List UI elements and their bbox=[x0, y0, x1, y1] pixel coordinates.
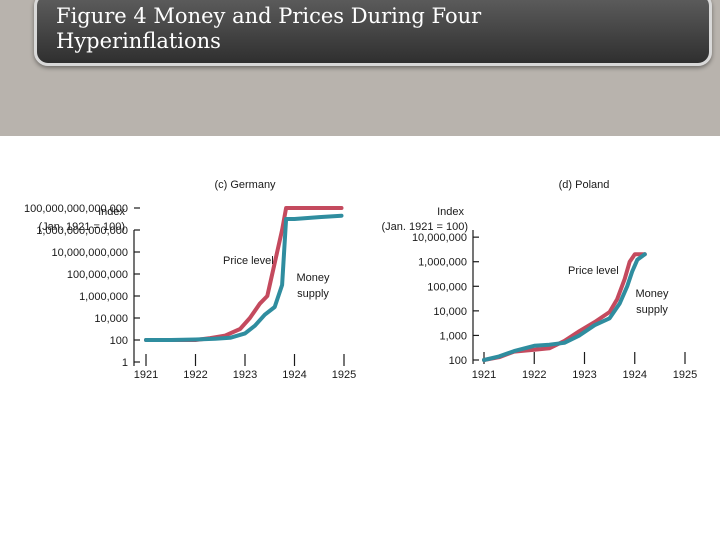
y-tick-label: 10,000 bbox=[433, 306, 467, 318]
money-supply-label: Money bbox=[635, 288, 669, 300]
money-supply-label: supply bbox=[636, 304, 668, 316]
y-tick-label: 1,000,000,000,000 bbox=[36, 225, 128, 237]
chart-title: (d) Poland bbox=[559, 179, 610, 191]
x-tick-label: 1921 bbox=[472, 369, 496, 381]
y-axis-label: Index bbox=[98, 206, 125, 218]
x-tick-label: 1924 bbox=[282, 369, 306, 381]
title-banner bbox=[34, 0, 712, 66]
y-tick-label: 1 bbox=[122, 357, 128, 369]
x-tick-label: 1922 bbox=[522, 369, 546, 381]
x-tick-label: 1923 bbox=[572, 369, 596, 381]
slide-title-line-2: Hyperinflations bbox=[56, 29, 221, 53]
y-tick-label: 100,000 bbox=[427, 281, 467, 293]
x-tick-label: 1925 bbox=[673, 369, 697, 381]
poland-chart: (d) Poland Index (Jan. 1921 = 100) 100 1,… bbox=[381, 179, 697, 381]
price-level-label: Price level bbox=[568, 265, 619, 277]
y-tick-label: 1,000,000 bbox=[79, 291, 128, 303]
money-supply-label: supply bbox=[297, 288, 329, 300]
y-tick-label: 1,000 bbox=[439, 330, 467, 342]
y-axis-label: (Jan. 1921 = 100) bbox=[381, 221, 468, 233]
x-tick-label: 1925 bbox=[332, 369, 356, 381]
price-level-label: Price level bbox=[223, 255, 274, 267]
y-tick-label: 100,000,000 bbox=[67, 269, 128, 281]
chart-title: (c) Germany bbox=[214, 179, 276, 191]
y-axis-label: Index bbox=[437, 206, 464, 218]
poland-panel bbox=[360, 136, 720, 540]
x-tick-label: 1924 bbox=[623, 369, 647, 381]
y-tick-label: 100 bbox=[110, 335, 128, 347]
money-supply-line bbox=[144, 213, 344, 342]
y-tick-label: 1,000,000 bbox=[418, 257, 467, 269]
y-tick-label: 100,000,000,000,000 bbox=[24, 203, 128, 215]
money-supply-line bbox=[482, 252, 647, 362]
y-tick-label: 100 bbox=[449, 355, 467, 367]
germany-chart: (c) Germany Index (Jan. 1921 = 100) 1 100… bbox=[24, 179, 356, 381]
y-tick-label: 10,000,000 bbox=[412, 232, 467, 244]
y-axis-label: (Jan. 1921 = 100) bbox=[38, 221, 125, 233]
y-tick-label: 10,000 bbox=[94, 313, 128, 325]
copyright-notice: Copyright © 2004 South-Western bbox=[524, 529, 642, 538]
x-tick-label: 1923 bbox=[233, 369, 257, 381]
y-tick-label: 10,000,000,000 bbox=[52, 247, 128, 259]
x-tick-label: 1922 bbox=[183, 369, 207, 381]
x-tick-label: 1921 bbox=[134, 369, 158, 381]
slide-title: Figure 4 Money and Prices During Four Hy… bbox=[56, 4, 656, 54]
slide-title-line-1: Figure 4 Money and Prices During Four bbox=[56, 4, 482, 28]
money-supply-label: Money bbox=[296, 272, 330, 284]
